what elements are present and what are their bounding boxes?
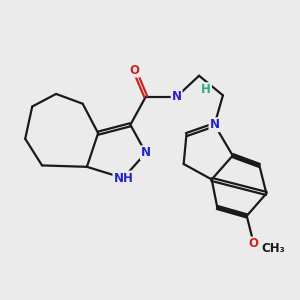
Text: O: O <box>249 237 259 250</box>
Text: O: O <box>130 64 140 76</box>
Text: N: N <box>141 146 151 159</box>
Text: CH₃: CH₃ <box>262 242 285 255</box>
Text: N: N <box>209 118 220 131</box>
Text: H: H <box>201 83 211 96</box>
Text: NH: NH <box>113 172 133 184</box>
Text: N: N <box>172 90 182 103</box>
